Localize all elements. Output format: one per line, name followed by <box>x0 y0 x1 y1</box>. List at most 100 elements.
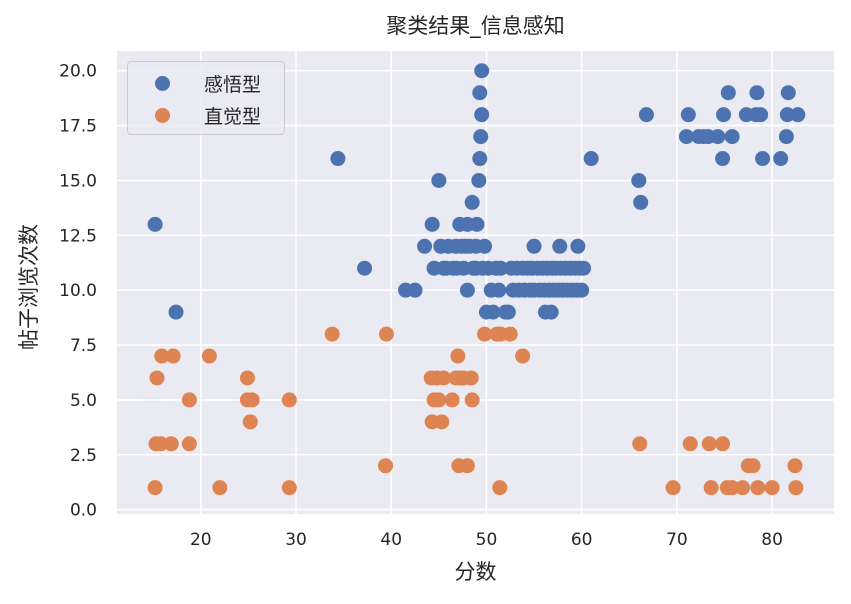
data-point <box>491 282 507 298</box>
data-point <box>485 304 501 320</box>
legend-marker-icon <box>155 108 170 123</box>
data-point <box>633 194 649 210</box>
data-point <box>168 304 184 320</box>
data-point <box>500 304 516 320</box>
legend-label: 直觉型 <box>204 106 262 128</box>
y-tick-label: 15.0 <box>59 171 97 191</box>
data-point <box>779 107 795 123</box>
series-感悟型 <box>147 63 806 320</box>
data-point <box>745 458 761 474</box>
y-tick-label: 2.5 <box>70 446 97 466</box>
data-point <box>163 436 179 452</box>
data-point <box>526 238 542 254</box>
data-point <box>502 326 518 342</box>
legend-item-直觉型: 直觉型 <box>128 100 284 130</box>
data-point <box>632 436 648 452</box>
data-point <box>735 480 751 496</box>
data-point <box>682 436 698 452</box>
data-point <box>324 326 340 342</box>
data-point <box>576 260 592 276</box>
data-point <box>165 348 181 364</box>
data-point <box>755 151 771 167</box>
data-point <box>431 172 447 188</box>
data-point <box>473 129 489 145</box>
data-point <box>474 63 490 79</box>
data-point <box>147 216 163 232</box>
data-point <box>552 238 568 254</box>
x-tick-label: 30 <box>285 530 307 550</box>
data-point <box>417 238 433 254</box>
data-point <box>493 260 509 276</box>
y-axis-label: 帖子浏览次数 <box>17 224 41 350</box>
x-tick-label: 80 <box>761 530 783 550</box>
data-point <box>281 480 297 496</box>
data-point <box>444 392 460 408</box>
data-point <box>710 129 726 145</box>
data-point <box>701 436 717 452</box>
data-point <box>450 348 466 364</box>
data-point <box>753 107 769 123</box>
x-axis-label: 分数 <box>454 560 497 584</box>
data-point <box>472 151 488 167</box>
legend-marker-icon <box>155 76 170 91</box>
data-point <box>724 480 740 496</box>
data-point <box>724 129 740 145</box>
data-point <box>477 238 493 254</box>
data-point <box>149 370 165 386</box>
data-point <box>716 107 732 123</box>
data-point <box>378 326 394 342</box>
data-point <box>720 85 736 101</box>
data-point <box>424 216 440 232</box>
data-point <box>469 216 485 232</box>
data-point <box>570 238 586 254</box>
data-point <box>459 282 475 298</box>
x-tick-label: 50 <box>476 530 498 550</box>
data-point <box>715 151 731 167</box>
data-point <box>244 392 260 408</box>
data-point <box>459 458 475 474</box>
data-point <box>543 304 559 320</box>
x-axis-ticks: 20 30 40 50 60 70 80 <box>190 530 783 550</box>
x-tick-label: 20 <box>190 530 212 550</box>
data-point <box>678 129 694 145</box>
data-point <box>703 480 719 496</box>
data-point <box>239 370 255 386</box>
data-point <box>750 480 766 496</box>
y-tick-label: 10.0 <box>59 281 97 301</box>
data-point <box>477 326 493 342</box>
data-point <box>773 151 789 167</box>
data-points <box>147 63 806 496</box>
x-tick-label: 40 <box>380 530 402 550</box>
data-point <box>787 458 803 474</box>
data-point <box>434 414 450 430</box>
y-tick-label: 17.5 <box>59 117 97 137</box>
data-point <box>407 282 423 298</box>
data-point <box>464 194 480 210</box>
data-point <box>790 107 806 123</box>
y-axis-ticks: 0.0 2.5 5.0 7.5 10.0 12.5 15.0 17.5 20.0 <box>59 62 97 521</box>
data-point <box>431 392 447 408</box>
data-point <box>281 392 297 408</box>
y-tick-label: 7.5 <box>70 336 97 356</box>
data-point <box>181 392 197 408</box>
y-tick-label: 12.5 <box>59 226 97 246</box>
data-point <box>472 85 488 101</box>
data-point <box>631 172 647 188</box>
data-point <box>357 260 373 276</box>
legend-item-感悟型: 感悟型 <box>128 68 284 98</box>
data-point <box>436 370 452 386</box>
data-point <box>638 107 654 123</box>
data-point <box>749 85 765 101</box>
data-point <box>515 348 531 364</box>
data-point <box>471 172 487 188</box>
x-tick-label: 60 <box>571 530 593 550</box>
data-point <box>330 151 346 167</box>
data-point <box>154 348 170 364</box>
data-point <box>181 436 197 452</box>
y-tick-label: 0.0 <box>70 501 97 521</box>
data-point <box>788 480 804 496</box>
data-point <box>780 85 796 101</box>
data-point <box>778 129 794 145</box>
data-point <box>715 436 731 452</box>
legend-label: 感悟型 <box>204 74 262 96</box>
